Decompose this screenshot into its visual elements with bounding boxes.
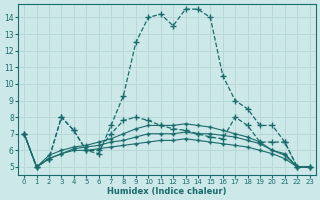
X-axis label: Humidex (Indice chaleur): Humidex (Indice chaleur) [107, 187, 227, 196]
